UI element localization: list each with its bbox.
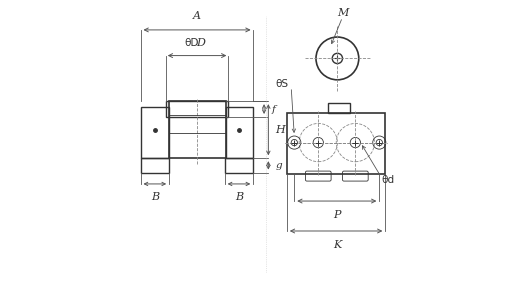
Bar — [328, 103, 349, 113]
Text: f: f — [271, 105, 275, 113]
Text: θD: θD — [184, 39, 199, 48]
Text: K: K — [333, 240, 341, 249]
Bar — [166, 101, 228, 117]
Text: A: A — [193, 11, 201, 21]
Bar — [287, 113, 386, 174]
Text: g: g — [276, 161, 282, 170]
Text: P: P — [333, 210, 341, 220]
Bar — [226, 107, 253, 158]
Text: D: D — [196, 39, 205, 48]
Bar — [168, 101, 226, 158]
Bar — [141, 107, 168, 158]
Text: B: B — [151, 192, 159, 202]
Text: M: M — [337, 8, 348, 18]
Bar — [225, 158, 253, 173]
Bar — [141, 158, 169, 173]
Text: θd: θd — [381, 175, 394, 185]
Text: H: H — [276, 125, 285, 135]
Text: B: B — [235, 192, 243, 202]
Text: θS: θS — [276, 79, 289, 89]
